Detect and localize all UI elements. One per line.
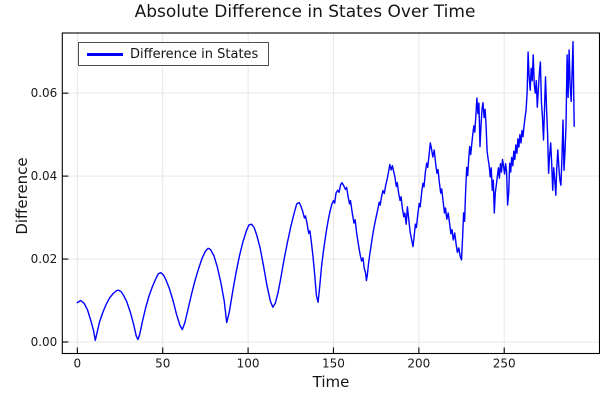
y-tick-label: 0.02 (31, 252, 58, 266)
chart-title: Absolute Difference in States Over Time (134, 2, 476, 22)
plot-frame (61, 32, 600, 355)
x-tick-label: 250 (493, 357, 516, 371)
y-tick-label: 0.04 (31, 169, 58, 183)
y-tick-label: 0.00 (31, 335, 58, 349)
x-tick-label: 0 (74, 357, 82, 371)
legend-label: Difference in States (130, 46, 259, 62)
legend: Difference in States (78, 42, 270, 66)
legend-line-swatch (87, 52, 123, 56)
x-tick-label: 150 (322, 357, 345, 371)
y-axis-label: Difference (13, 157, 31, 235)
y-tick-label: 0.06 (31, 86, 58, 100)
x-tick-label: 100 (237, 357, 260, 371)
x-axis-label: Time (312, 373, 350, 391)
x-tick-label: 200 (407, 357, 430, 371)
x-tick-label: 50 (155, 357, 170, 371)
difference-series-line (76, 41, 575, 342)
